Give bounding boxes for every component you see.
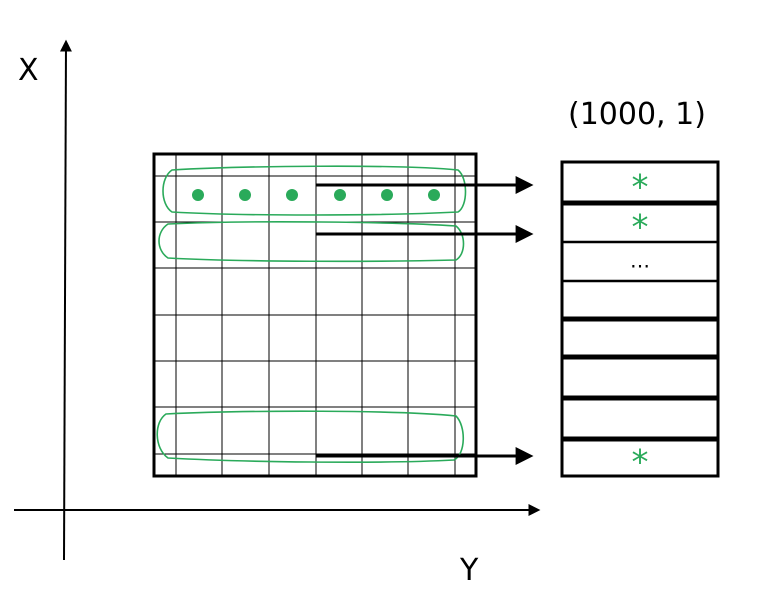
row-dot [239, 189, 251, 201]
vector-cell-star: * [632, 168, 649, 208]
vertical-axis [59, 39, 72, 561]
row-outlines [156, 165, 467, 463]
row-dot [334, 189, 346, 201]
row-outline-second [158, 221, 465, 263]
vector-cell-star: * [632, 443, 649, 483]
vector-shape-label: (1000, 1) [568, 97, 706, 132]
vector-cells: **…* [560, 160, 720, 483]
vector-cell-star: * [632, 208, 649, 248]
row-dot [381, 189, 393, 201]
row-dot [286, 189, 298, 201]
grid-lines [154, 154, 476, 476]
output-vector: (1000, 1) **…* [560, 97, 720, 483]
mapping-arrows [316, 176, 534, 465]
row-dot [192, 189, 204, 201]
vector-cell-ellipsis: … [630, 249, 650, 273]
first-row-dots [192, 189, 440, 201]
matrix-border [152, 152, 478, 478]
vertical-axis-label: X [18, 53, 39, 88]
row-outline-last [156, 410, 465, 463]
matrix-grid [152, 152, 478, 478]
horizontal-axis-label: Y [459, 553, 479, 588]
row-dot [428, 189, 440, 201]
axes: X Y [14, 39, 541, 588]
row-outline-first [162, 165, 467, 216]
